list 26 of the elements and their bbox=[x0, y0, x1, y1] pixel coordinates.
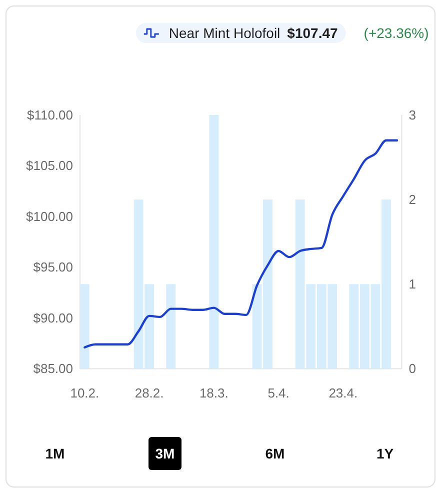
y2-tick-label: 1 bbox=[408, 276, 416, 292]
x-tick-label: 10.2. bbox=[70, 386, 100, 400]
y2-tick-label: 0 bbox=[408, 361, 416, 376]
x-tick-label: 18.3. bbox=[199, 386, 228, 400]
y2-tick-label: 2 bbox=[408, 192, 416, 208]
y-tick-label: $105.00 bbox=[26, 158, 73, 174]
range-button[interactable]: 3M bbox=[148, 437, 182, 470]
text: (+23.36%) bbox=[364, 25, 429, 41]
range-button[interactable]: 6M bbox=[265, 446, 285, 462]
range-button[interactable]: 1Y bbox=[376, 446, 394, 462]
x-tick-label: 5.4. bbox=[268, 386, 290, 400]
line-series bbox=[84, 139, 398, 348]
y-tick-label: $110.00 bbox=[26, 108, 73, 122]
bar bbox=[209, 115, 219, 369]
y-tick-label: $85.00 bbox=[33, 361, 73, 376]
bar bbox=[166, 284, 176, 369]
y-tick-label: $100.00 bbox=[26, 208, 73, 224]
bar bbox=[80, 284, 90, 369]
legend-label: Near Mint Holofoil bbox=[168, 25, 280, 41]
y-tick-label: $95.00 bbox=[33, 260, 73, 275]
x-tick-label: 23.4. bbox=[328, 386, 358, 400]
y2-tick-label: 3 bbox=[408, 108, 416, 122]
x-tick-label: 28.2. bbox=[134, 386, 164, 400]
y-tick-label: $90.00 bbox=[33, 310, 73, 326]
text: $107.47 bbox=[287, 25, 338, 41]
range-button[interactable]: 1M bbox=[45, 446, 65, 462]
